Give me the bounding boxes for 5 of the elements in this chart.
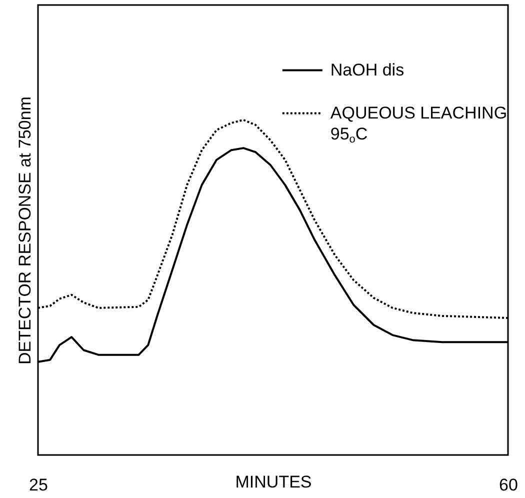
x-tick-label: 60 xyxy=(499,476,518,494)
x-axis-title: MINUTES xyxy=(235,472,312,492)
y-axis-title: DETECTOR RESPONSE at 750nm xyxy=(16,96,34,364)
x-tick-label: 25 xyxy=(29,476,48,494)
legend-label: NaOH dis xyxy=(330,60,404,80)
